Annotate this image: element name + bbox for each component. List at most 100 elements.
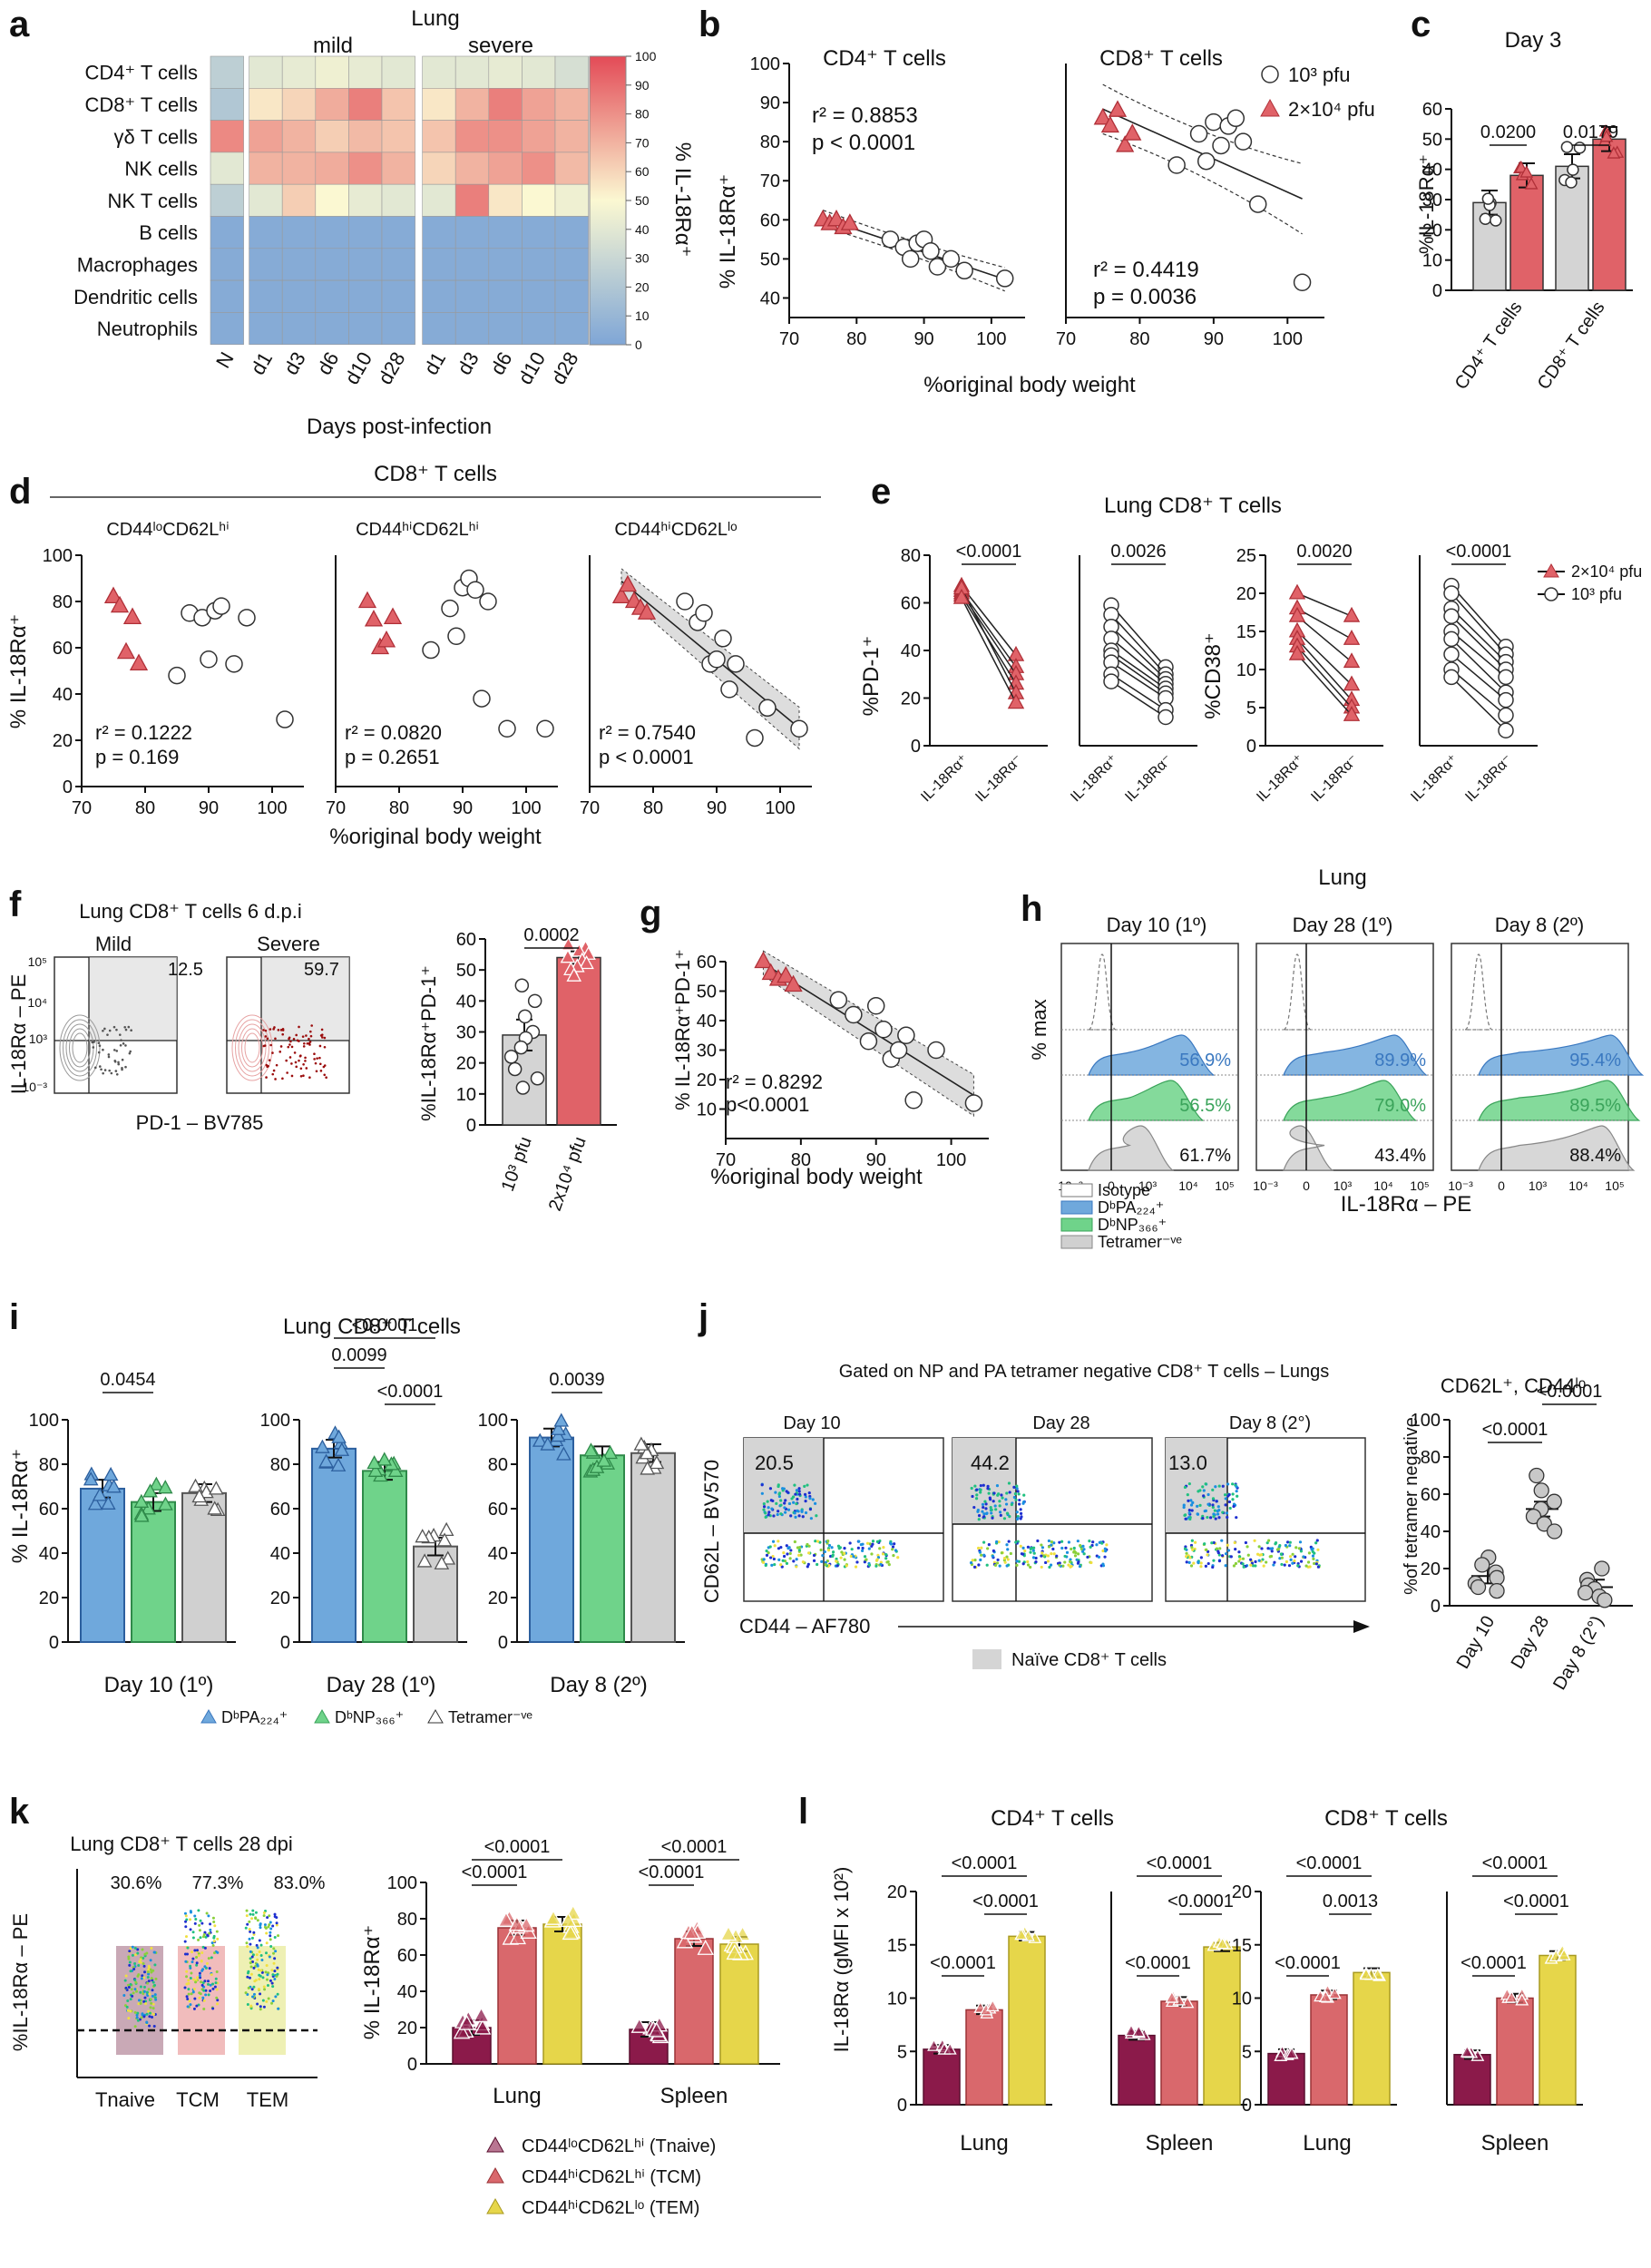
f-event xyxy=(98,1044,102,1047)
j-event xyxy=(1302,1555,1305,1559)
k-event xyxy=(250,1988,254,1991)
j-event xyxy=(998,1564,1001,1568)
j-event xyxy=(1006,1558,1010,1561)
k-event xyxy=(125,2005,129,2009)
g1-ytick-label: 60 xyxy=(697,953,717,973)
f-event xyxy=(298,1059,300,1062)
k-event xyxy=(189,1928,192,1931)
j-sig1-label: <0.0001 xyxy=(1482,1420,1548,1440)
d1-point xyxy=(103,586,123,604)
j-event xyxy=(984,1511,989,1516)
b2-point xyxy=(1123,123,1142,141)
heatmap-cell xyxy=(249,152,283,185)
j-event xyxy=(1209,1516,1213,1520)
b1-point xyxy=(942,249,961,269)
k-point xyxy=(648,2021,665,2038)
k-event xyxy=(249,1950,252,1953)
heatmap-cell xyxy=(249,55,283,89)
f-contour xyxy=(244,1032,260,1063)
j-event xyxy=(1021,1552,1025,1556)
j-event xyxy=(882,1546,885,1549)
f-point xyxy=(579,954,594,970)
j-event xyxy=(773,1562,777,1567)
heatmap-cell xyxy=(522,88,556,121)
j-event xyxy=(988,1496,992,1500)
j-event xyxy=(981,1502,985,1506)
l4-sig-c-label: <0.0001 xyxy=(1460,1953,1527,1973)
e2-pair-line xyxy=(1110,661,1167,699)
heatmap-cell xyxy=(381,312,415,345)
k-event xyxy=(265,1978,269,1981)
l3-bar xyxy=(1310,1994,1348,2106)
j-event xyxy=(774,1491,777,1494)
j-event xyxy=(1063,1554,1067,1559)
j-event xyxy=(1052,1541,1056,1545)
j-event xyxy=(787,1501,792,1506)
heatmap-cell xyxy=(381,152,415,185)
j-event xyxy=(812,1559,816,1562)
j-event xyxy=(762,1505,767,1509)
k-event xyxy=(147,1980,151,1983)
j-event xyxy=(796,1510,800,1513)
j-event xyxy=(1202,1494,1206,1498)
i2-point xyxy=(367,1462,384,1477)
f-event xyxy=(315,1070,318,1073)
j-event xyxy=(993,1563,998,1567)
j-event xyxy=(777,1540,780,1543)
k-event xyxy=(200,1983,204,1987)
j-event xyxy=(1182,1505,1186,1510)
k-event xyxy=(273,1912,277,1916)
h-histogram xyxy=(1283,953,1312,1031)
f-event xyxy=(265,1076,268,1079)
j-event xyxy=(770,1563,774,1568)
b-legend-severe: 2×10⁴ pfu xyxy=(1288,98,1375,121)
j-event xyxy=(812,1553,816,1558)
b1-point xyxy=(922,242,940,260)
k-event xyxy=(196,1976,200,1980)
j-event xyxy=(1314,1541,1318,1545)
j-event xyxy=(1205,1548,1208,1552)
d3-point xyxy=(637,602,657,620)
j-event xyxy=(1226,1494,1230,1498)
i1-point xyxy=(133,1493,150,1508)
k-event xyxy=(187,1981,190,1985)
j-event xyxy=(1187,1499,1190,1502)
j-event xyxy=(1226,1549,1231,1552)
k-event xyxy=(263,1923,267,1927)
j-event xyxy=(1236,1494,1239,1498)
d1-ytick-label: 20 xyxy=(53,731,73,751)
j-bar-ytick-label: 100 xyxy=(1411,1411,1441,1431)
i1-bar xyxy=(181,1491,227,1643)
j-event xyxy=(1211,1488,1215,1491)
i1-point xyxy=(209,1481,224,1495)
g-xlabel: %original body weight xyxy=(710,1165,923,1189)
e4-point xyxy=(1498,707,1514,724)
j-event xyxy=(1188,1517,1192,1521)
j-event xyxy=(999,1513,1002,1518)
k-event xyxy=(259,1969,263,1972)
c-point xyxy=(1599,129,1614,142)
j-event xyxy=(831,1554,835,1559)
j-naive-legend: Naïve CD8⁺ T cells xyxy=(1011,1650,1167,1670)
j-event xyxy=(793,1483,796,1487)
j-event xyxy=(983,1500,987,1503)
f-event xyxy=(290,1045,294,1049)
heatmap-group-mild: mild xyxy=(313,34,353,58)
f-event xyxy=(281,1027,285,1031)
heatmap-cell xyxy=(210,183,244,217)
k-event xyxy=(136,1948,140,1951)
l1-ytick-label: 5 xyxy=(897,2042,907,2062)
heatmap-cell xyxy=(281,279,317,313)
h-legend-neg-swatch xyxy=(1060,1235,1093,1249)
k-event xyxy=(140,1977,143,1980)
f-event xyxy=(318,1056,321,1060)
j-event xyxy=(1237,1559,1241,1563)
k-event xyxy=(134,1980,138,1984)
f-bar-ytick-label: 40 xyxy=(456,992,476,1012)
j-event xyxy=(1067,1563,1070,1567)
l-x4: Spleen xyxy=(1481,2131,1549,2156)
k-point xyxy=(474,2019,492,2035)
j-event xyxy=(768,1487,773,1491)
j-event xyxy=(979,1488,982,1491)
k-event xyxy=(153,1963,157,1967)
